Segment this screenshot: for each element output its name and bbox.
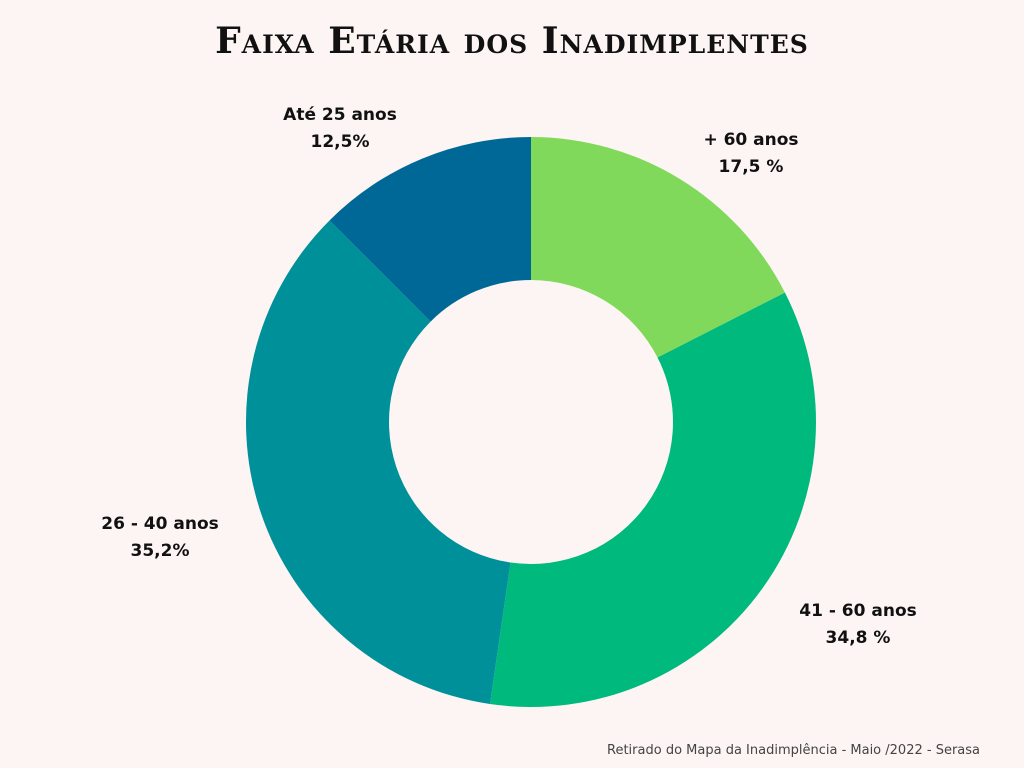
slice-label-1: 41 - 60 anos 34,8 % [799, 601, 917, 648]
source-note: Retirado do Mapa da Inadimplência - Maio… [607, 743, 980, 758]
slice-3 [329, 137, 531, 322]
slice-0 [531, 137, 785, 358]
slice-1 [489, 292, 817, 708]
slice-label-2: 26 - 40 anos 35,2% [101, 514, 219, 561]
slice-label-3: Até 25 anos 12,5% [283, 105, 397, 152]
slice-label-0: + 60 anos 17,5 % [703, 130, 798, 177]
chart-title: Faixa Etária dos Inadimplentes [215, 20, 809, 62]
slice-2 [246, 220, 511, 705]
